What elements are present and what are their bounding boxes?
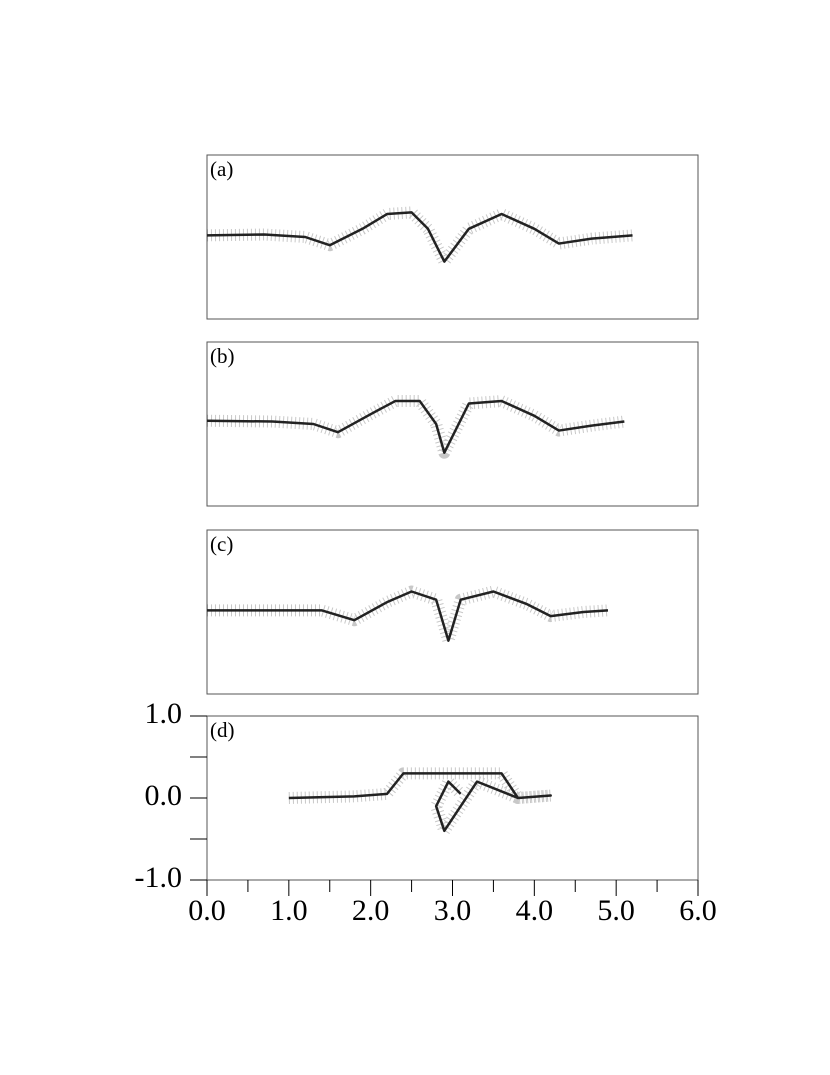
flow-line-halo [207,585,609,647]
x-tick-label: 5.0 [597,894,635,927]
panel-label: (d) [210,718,235,742]
panel-frame [206,154,699,320]
y-tick-label: 1.0 [145,697,183,730]
x-tick-label: 0.0 [188,894,226,927]
flow-line-halo [206,395,626,459]
panel-label: (a) [210,157,233,181]
y-tick-label: 0.0 [145,779,183,812]
panel-frame [206,715,699,881]
flow-line [207,590,609,642]
flow-line [288,772,552,833]
x-tick-label: 2.0 [352,894,390,927]
x-tick-label: 3.0 [434,894,472,927]
x-tick-label: 4.0 [516,894,554,927]
flow-line [206,211,633,263]
y-tick-label: -1.0 [135,861,183,894]
flow-line-halo [288,767,557,837]
x-tick-label: 1.0 [270,894,308,927]
panel-label: (b) [210,344,235,368]
panel-frame [206,529,699,695]
panel-frame [206,341,699,507]
x-tick-label: 6.0 [679,894,717,927]
panel-label: (c) [210,532,233,556]
flow-line [206,399,625,454]
